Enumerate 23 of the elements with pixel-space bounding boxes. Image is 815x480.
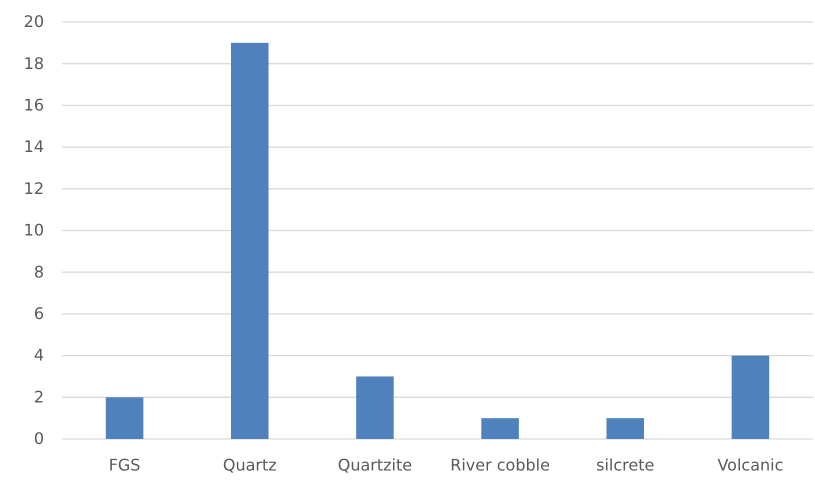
x-tick-label: silcrete (596, 455, 654, 474)
y-tick-label: 0 (34, 429, 44, 448)
x-tick-label: Quartz (222, 455, 277, 474)
y-tick-label: 20 (24, 12, 44, 32)
bar (106, 397, 144, 439)
bar (230, 42, 269, 439)
y-tick-label: 14 (24, 137, 44, 156)
bar (606, 418, 644, 439)
y-tick-label: 10 (24, 220, 44, 240)
bar (732, 356, 770, 439)
x-tick-label: Volcanic (717, 455, 784, 474)
y-tick-label: 12 (24, 178, 44, 198)
y-tick-label: 8 (34, 262, 44, 282)
y-tick-label: 2 (34, 387, 44, 406)
bar (481, 418, 519, 439)
x-tick-label: Quartzite (338, 455, 412, 474)
x-tick-label: FGS (108, 455, 140, 474)
x-tick-label: River cobble (450, 455, 550, 474)
y-tick-label: 18 (24, 54, 44, 73)
y-tick-label: 4 (34, 346, 44, 365)
y-tick-label: 16 (24, 96, 44, 115)
bar (356, 376, 394, 439)
y-tick-label: 6 (34, 304, 44, 324)
